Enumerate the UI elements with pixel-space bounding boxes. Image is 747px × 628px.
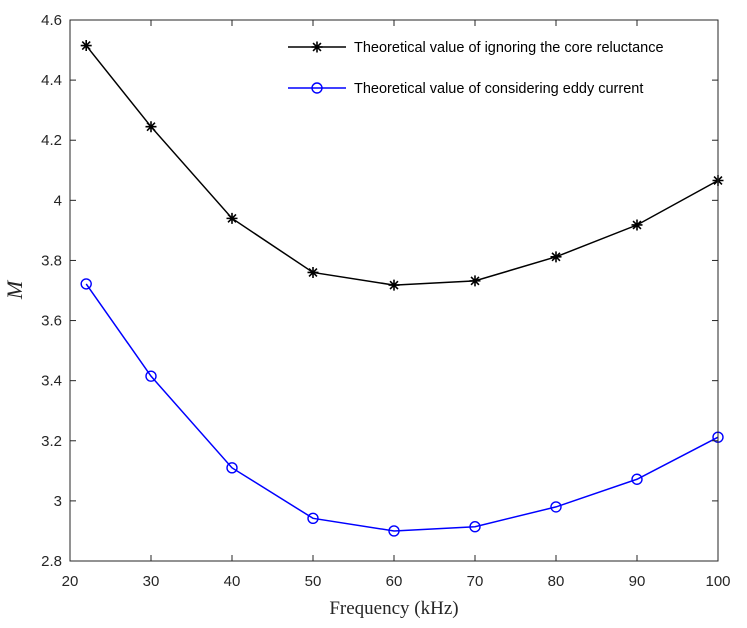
y-tick-label: 2.8: [41, 553, 62, 570]
data-point: [80, 40, 92, 52]
x-tick-label: 90: [629, 573, 646, 590]
legend-label-2: Theoretical value of considering eddy cu…: [354, 81, 643, 97]
data-point: [226, 462, 238, 474]
legend-marker-2: [311, 82, 323, 94]
series-2-line: [85, 283, 719, 532]
data-point: [226, 212, 238, 224]
x-tick-label: 100: [705, 573, 730, 590]
data-point: [631, 219, 643, 231]
y-tick-label: 4.6: [41, 12, 62, 29]
x-tick-label: 80: [548, 573, 565, 590]
x-tick-label: 40: [224, 573, 241, 590]
data-point: [550, 501, 562, 513]
ticks-layer: 20 30 40 50 60 70 80 90 100 2.8 3 3.2 3.4 3.6 3.8 4 4.2 4…: [41, 12, 730, 590]
data-point: [469, 275, 481, 287]
x-tick-label: 20: [62, 573, 79, 590]
y-tick-label: 3.6: [41, 313, 62, 330]
legend-label-1: Theoretical value of ignoring the core r…: [354, 40, 664, 56]
data-point: [145, 121, 157, 133]
y-tick-label: 4.4: [41, 72, 62, 89]
series-layer: [80, 40, 724, 537]
y-tick-label: 3.2: [41, 433, 62, 450]
data-point: [388, 525, 400, 537]
x-tick-label: 50: [305, 573, 322, 590]
y-tick-label: 3.8: [41, 252, 62, 269]
data-point: [145, 370, 157, 382]
y-tick-label: 3.4: [41, 373, 62, 390]
data-point: [307, 266, 319, 278]
x-tick-label: 30: [143, 573, 160, 590]
data-point: [631, 473, 643, 485]
legend-marker-1: [311, 41, 323, 53]
data-point: [388, 279, 400, 291]
data-point: [80, 278, 92, 290]
series-1: [80, 40, 724, 291]
data-point: [307, 512, 319, 525]
y-axis-label: M: [2, 279, 27, 300]
y-tick-label: 3: [54, 493, 62, 510]
legend: Theoretical value of ignoring the core r…: [288, 40, 664, 97]
y-tick-label: 4: [54, 192, 62, 209]
x-axis-label: Frequency (kHz): [329, 598, 458, 619]
x-tick-label: 60: [386, 573, 403, 590]
data-point: [550, 251, 562, 263]
y-tick-label: 4.2: [41, 132, 62, 149]
x-tick-label: 70: [467, 573, 484, 590]
data-point: [469, 521, 481, 533]
